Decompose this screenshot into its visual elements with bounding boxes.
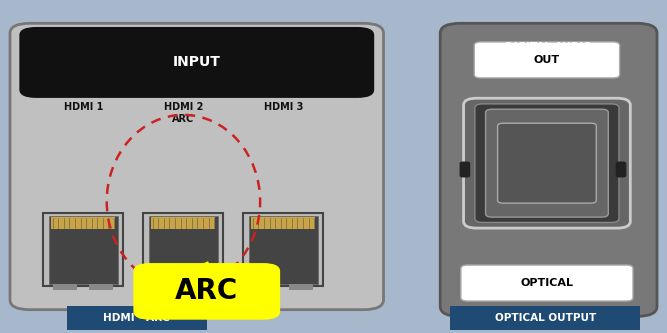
FancyBboxPatch shape: [151, 217, 215, 229]
FancyBboxPatch shape: [49, 216, 118, 284]
FancyBboxPatch shape: [243, 213, 323, 286]
FancyBboxPatch shape: [474, 42, 620, 78]
Text: ARC: ARC: [175, 277, 238, 305]
Text: HDMI 2
ARC: HDMI 2 ARC: [163, 102, 203, 124]
FancyBboxPatch shape: [486, 109, 608, 217]
FancyBboxPatch shape: [461, 265, 633, 301]
FancyBboxPatch shape: [149, 216, 218, 284]
FancyBboxPatch shape: [475, 104, 619, 222]
Text: OPTICAL OUTPUT: OPTICAL OUTPUT: [495, 313, 596, 323]
FancyBboxPatch shape: [498, 123, 596, 203]
FancyBboxPatch shape: [249, 216, 318, 284]
Text: HDMI 1: HDMI 1: [63, 102, 103, 112]
FancyBboxPatch shape: [51, 217, 115, 229]
FancyBboxPatch shape: [143, 213, 223, 286]
Text: INPUT: INPUT: [173, 55, 221, 70]
FancyBboxPatch shape: [19, 27, 374, 98]
FancyBboxPatch shape: [43, 213, 123, 286]
Text: DIGITAL AUDIO: DIGITAL AUDIO: [505, 42, 592, 52]
FancyBboxPatch shape: [616, 162, 626, 177]
FancyBboxPatch shape: [53, 284, 77, 290]
FancyBboxPatch shape: [10, 23, 384, 310]
FancyBboxPatch shape: [89, 284, 113, 290]
FancyBboxPatch shape: [133, 263, 280, 320]
FancyBboxPatch shape: [289, 284, 313, 290]
Text: OPTICAL: OPTICAL: [520, 278, 574, 288]
FancyBboxPatch shape: [450, 306, 640, 330]
FancyBboxPatch shape: [464, 98, 630, 228]
FancyBboxPatch shape: [189, 284, 213, 290]
FancyBboxPatch shape: [460, 162, 470, 177]
FancyBboxPatch shape: [251, 217, 315, 229]
Text: HDMI - ARC: HDMI - ARC: [103, 313, 170, 323]
Text: HDMI 3: HDMI 3: [263, 102, 303, 112]
FancyArrowPatch shape: [179, 261, 214, 287]
FancyBboxPatch shape: [253, 284, 277, 290]
Text: OUT: OUT: [534, 55, 560, 65]
FancyBboxPatch shape: [153, 284, 177, 290]
FancyBboxPatch shape: [440, 23, 657, 316]
FancyBboxPatch shape: [67, 306, 207, 330]
